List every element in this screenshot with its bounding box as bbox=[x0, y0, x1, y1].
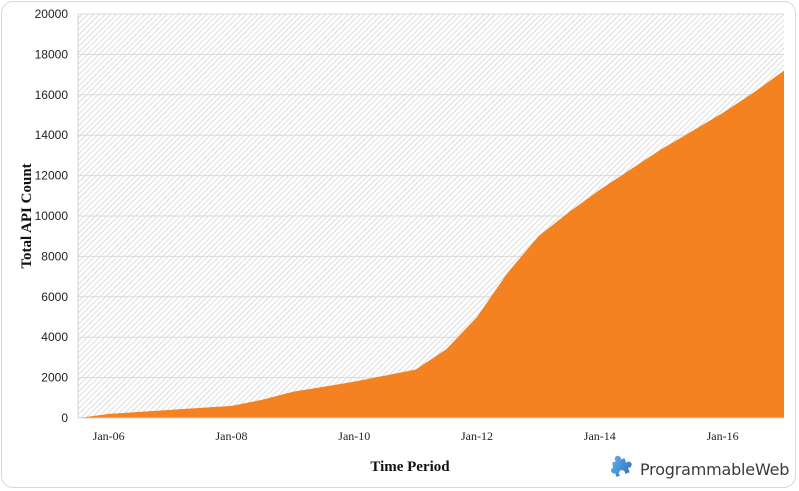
y-tick-label: 6000 bbox=[41, 290, 68, 304]
x-axis-ticks: Jan-06 Jan-08 Jan-10 Jan-12 Jan-14 Jan-16 bbox=[93, 429, 739, 443]
x-tick-label: Jan-08 bbox=[216, 429, 248, 443]
x-tick-label: Jan-10 bbox=[338, 429, 370, 443]
x-tick-label: Jan-12 bbox=[461, 429, 493, 443]
x-tick-label: Jan-16 bbox=[707, 429, 739, 443]
puzzle-piece-icon bbox=[611, 455, 632, 478]
y-tick-label: 2000 bbox=[41, 371, 68, 385]
y-tick-label: 0 bbox=[61, 411, 68, 425]
y-tick-label: 8000 bbox=[41, 249, 68, 263]
y-axis-title: Total API Count bbox=[19, 163, 35, 268]
y-tick-label: 4000 bbox=[41, 330, 68, 344]
y-axis-ticks: 0 2000 4000 6000 8000 10000 12000 14000 16000 180… bbox=[35, 7, 69, 425]
y-tick-label: 14000 bbox=[35, 128, 69, 142]
x-tick-label: Jan-06 bbox=[93, 429, 125, 443]
y-tick-label: 18000 bbox=[35, 47, 69, 61]
x-axis-title: Time Period bbox=[370, 459, 450, 475]
y-tick-label: 12000 bbox=[35, 169, 69, 183]
area-series-total-api-count bbox=[78, 70, 784, 418]
x-tick-label: Jan-14 bbox=[584, 429, 616, 443]
y-tick-label: 20000 bbox=[35, 7, 69, 21]
y-tick-label: 16000 bbox=[35, 88, 69, 102]
logo-text: ProgrammableWeb bbox=[640, 459, 790, 479]
programmableweb-logo: ProgrammableWeb bbox=[606, 453, 789, 485]
y-tick-label: 10000 bbox=[35, 209, 69, 223]
